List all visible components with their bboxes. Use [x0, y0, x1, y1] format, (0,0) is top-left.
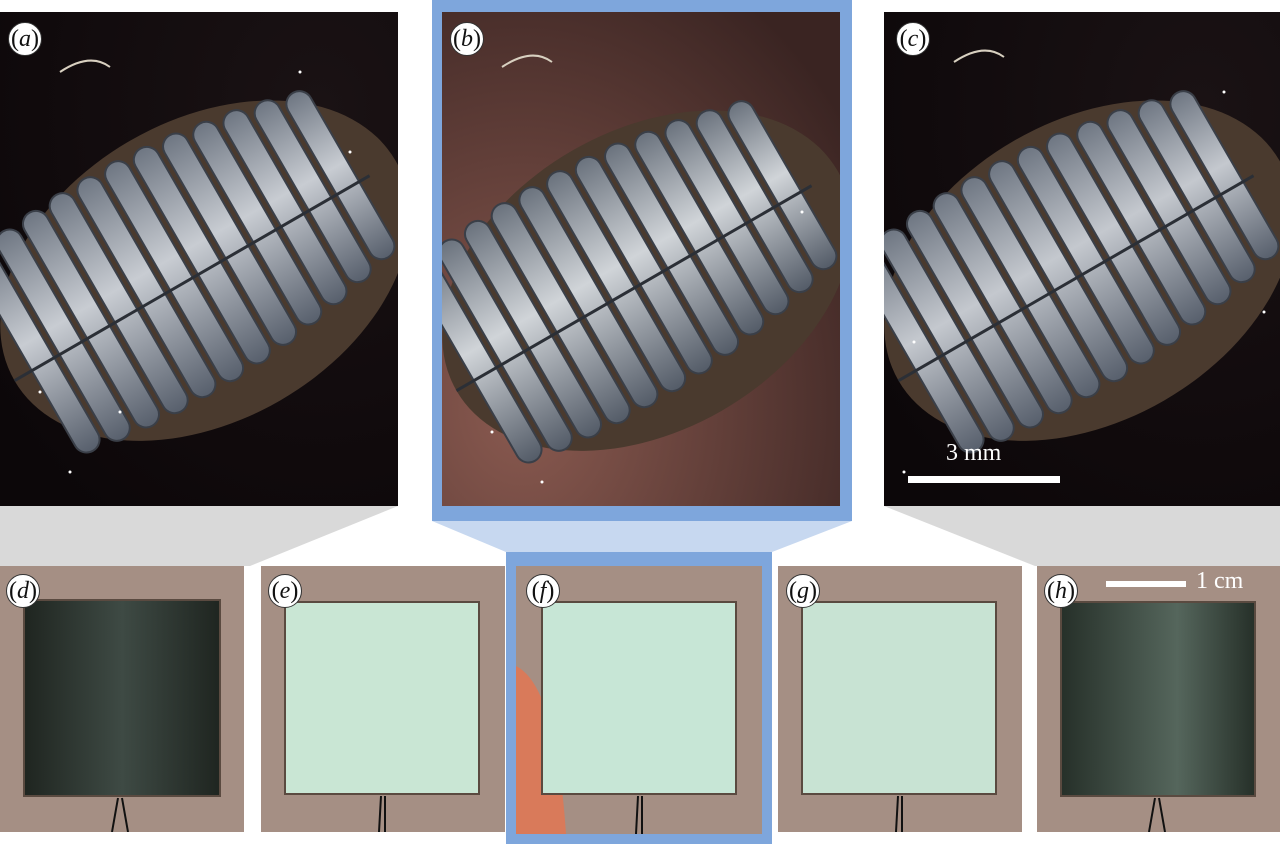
zoom-connector-a-d: [0, 506, 398, 566]
adhesive-pad-image-f: [516, 566, 762, 834]
adhesive-pad-image-d: [0, 566, 244, 832]
panel-c: [884, 12, 1280, 506]
adhesive-pad-image-g: [778, 566, 1022, 832]
panel-label-c: (c): [896, 22, 930, 56]
panel-d: [0, 566, 244, 832]
panel-b: [442, 12, 840, 506]
scale-bar-label-3mm: 3 mm: [946, 440, 1002, 466]
panel-f: [516, 566, 762, 834]
scale-bar-1cm: [1106, 581, 1186, 587]
zoom-connector-b-f: [432, 521, 852, 552]
scale-bar-label-1cm: 1 cm: [1196, 568, 1244, 594]
panel-label-a: (a): [8, 22, 42, 56]
panel-label-b: (b): [450, 22, 484, 56]
zoom-connector-c-g: [884, 506, 1280, 566]
adhesive-pad-image-e: [261, 566, 505, 832]
panel-e: [261, 566, 505, 832]
panel-label-e: (e): [268, 574, 302, 608]
panel-label-g: (g): [786, 574, 820, 608]
panel-h: [1037, 566, 1280, 832]
panel-label-h: (h): [1044, 574, 1078, 608]
lizard-foot-image-a: [0, 12, 398, 506]
adhesive-pad-image-h: [1037, 566, 1280, 832]
panel-g: [778, 566, 1022, 832]
lizard-foot-image-c: [884, 12, 1280, 506]
panel-label-f: (f): [526, 574, 560, 608]
panel-a: [0, 12, 398, 506]
scale-bar-3mm: [908, 476, 1060, 483]
panel-label-d: (d): [6, 574, 40, 608]
lizard-foot-image-b: [442, 12, 840, 506]
